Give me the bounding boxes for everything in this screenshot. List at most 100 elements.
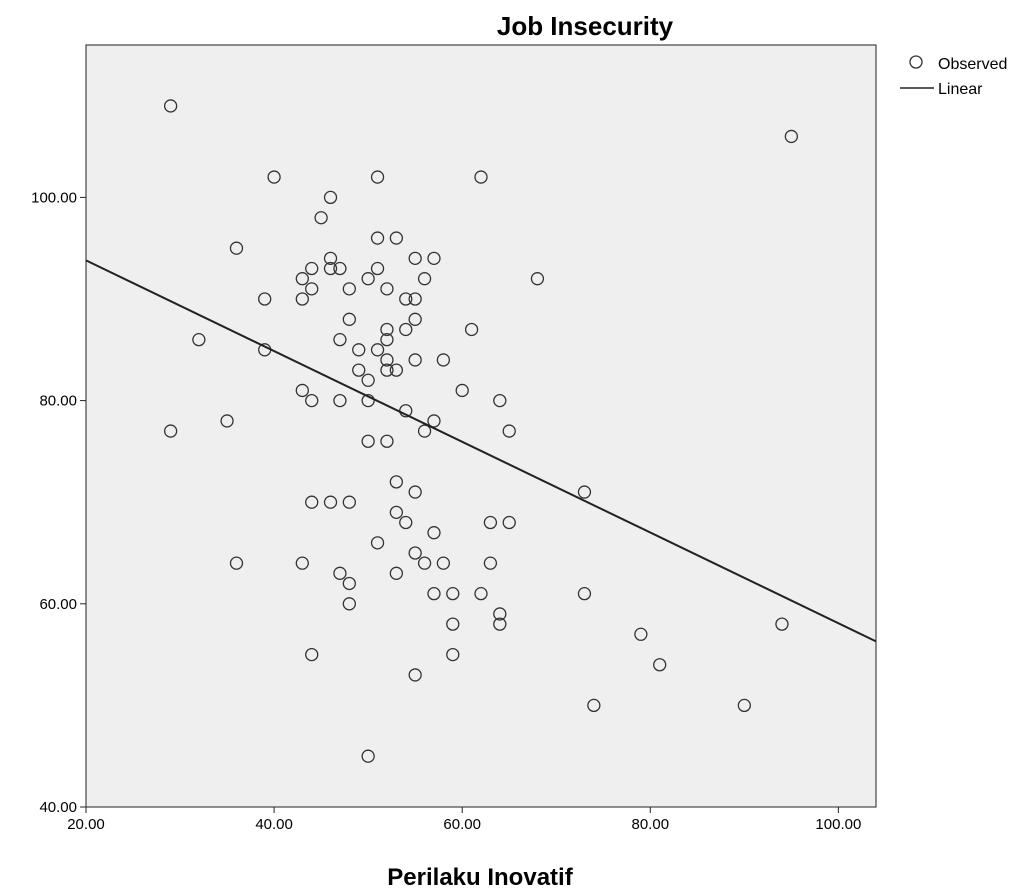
data-point (493, 607, 507, 621)
data-point (446, 617, 460, 631)
data-point (370, 231, 385, 245)
fit-line-group (85, 259, 877, 643)
data-point (229, 241, 244, 255)
data-point (577, 586, 592, 601)
data-point (530, 272, 545, 286)
linear-fit-line (85, 259, 877, 643)
data-point (502, 515, 516, 530)
data-point (229, 556, 244, 570)
x-tick-label: 40.00 (255, 816, 293, 833)
y-tick-label: 80.00 (39, 393, 77, 410)
data-point (380, 322, 394, 337)
legend-observed-marker (909, 55, 923, 69)
data-point (408, 353, 422, 367)
data-point (370, 170, 385, 184)
y-tick-label: 60.00 (39, 596, 77, 613)
legend: Observed Linear (900, 55, 1007, 98)
data-point (502, 424, 516, 438)
data-point (427, 586, 441, 601)
data-point (267, 170, 281, 184)
data-point (399, 292, 413, 306)
data-point (323, 495, 338, 509)
data-point (305, 647, 319, 662)
data-point (427, 414, 441, 428)
data-point (295, 383, 309, 398)
data-point (342, 282, 356, 296)
data-point (493, 617, 507, 631)
data-point (408, 251, 422, 266)
data-point (323, 261, 338, 276)
data-point (323, 190, 338, 205)
data-point (464, 322, 479, 337)
data-point (380, 353, 394, 367)
data-point (163, 99, 178, 113)
x-tick-label: 100.00 (815, 816, 861, 833)
data-point (361, 373, 375, 387)
axes: 20.00 40.00 60.00 80.00 100.0040.0060.0080.0… (31, 189, 861, 833)
data-point (417, 272, 432, 286)
data-point (342, 312, 356, 326)
data-point (305, 282, 319, 296)
data-point (305, 393, 319, 408)
data-point (446, 586, 460, 601)
data-point (258, 292, 272, 306)
observed-points (163, 99, 799, 763)
data-point (493, 393, 507, 408)
data-point (370, 343, 385, 357)
data-point (455, 383, 469, 398)
legend-linear-label: Linear (938, 81, 983, 98)
data-point (577, 485, 592, 499)
x-axis-label: Perilaku Inovatif (387, 864, 573, 890)
data-point (295, 556, 309, 570)
data-point (446, 647, 460, 662)
data-point (342, 597, 356, 611)
data-point (417, 556, 432, 570)
data-point (333, 332, 347, 347)
data-point (192, 332, 206, 347)
x-tick-label: 60.00 (443, 816, 481, 833)
data-point (587, 698, 601, 713)
data-point (361, 272, 375, 286)
data-point (389, 363, 404, 377)
data-point (784, 129, 799, 144)
data-point (305, 495, 319, 509)
data-point (737, 698, 751, 713)
data-point (333, 393, 347, 408)
data-point (333, 261, 347, 276)
data-point (483, 556, 498, 570)
chart-title: Job Insecurity (497, 11, 674, 41)
data-point (370, 261, 385, 276)
data-point (408, 668, 422, 682)
data-point (342, 576, 356, 591)
data-point (408, 546, 422, 560)
data-point (295, 272, 309, 286)
data-point (314, 211, 328, 225)
data-point (295, 292, 309, 306)
data-point (389, 566, 404, 580)
data-point (380, 282, 394, 296)
data-point (333, 566, 347, 580)
data-point (436, 556, 451, 570)
data-point (380, 434, 394, 448)
x-tick-label: 20.00 (67, 816, 105, 833)
data-point (220, 414, 234, 428)
data-point (380, 363, 394, 377)
plot-area (85, 44, 877, 808)
data-point (408, 312, 422, 326)
data-point (399, 515, 413, 530)
data-point (427, 251, 441, 266)
data-point (408, 292, 422, 306)
data-point (352, 363, 366, 377)
data-point (483, 515, 498, 530)
data-point (775, 617, 789, 631)
x-tick-label: 80.00 (632, 816, 670, 833)
data-point (474, 170, 488, 184)
data-point (163, 424, 178, 438)
data-point (474, 586, 488, 601)
data-point (389, 231, 404, 245)
data-point (370, 536, 385, 550)
data-point (399, 322, 413, 337)
data-point (323, 251, 338, 266)
data-point (361, 749, 375, 763)
